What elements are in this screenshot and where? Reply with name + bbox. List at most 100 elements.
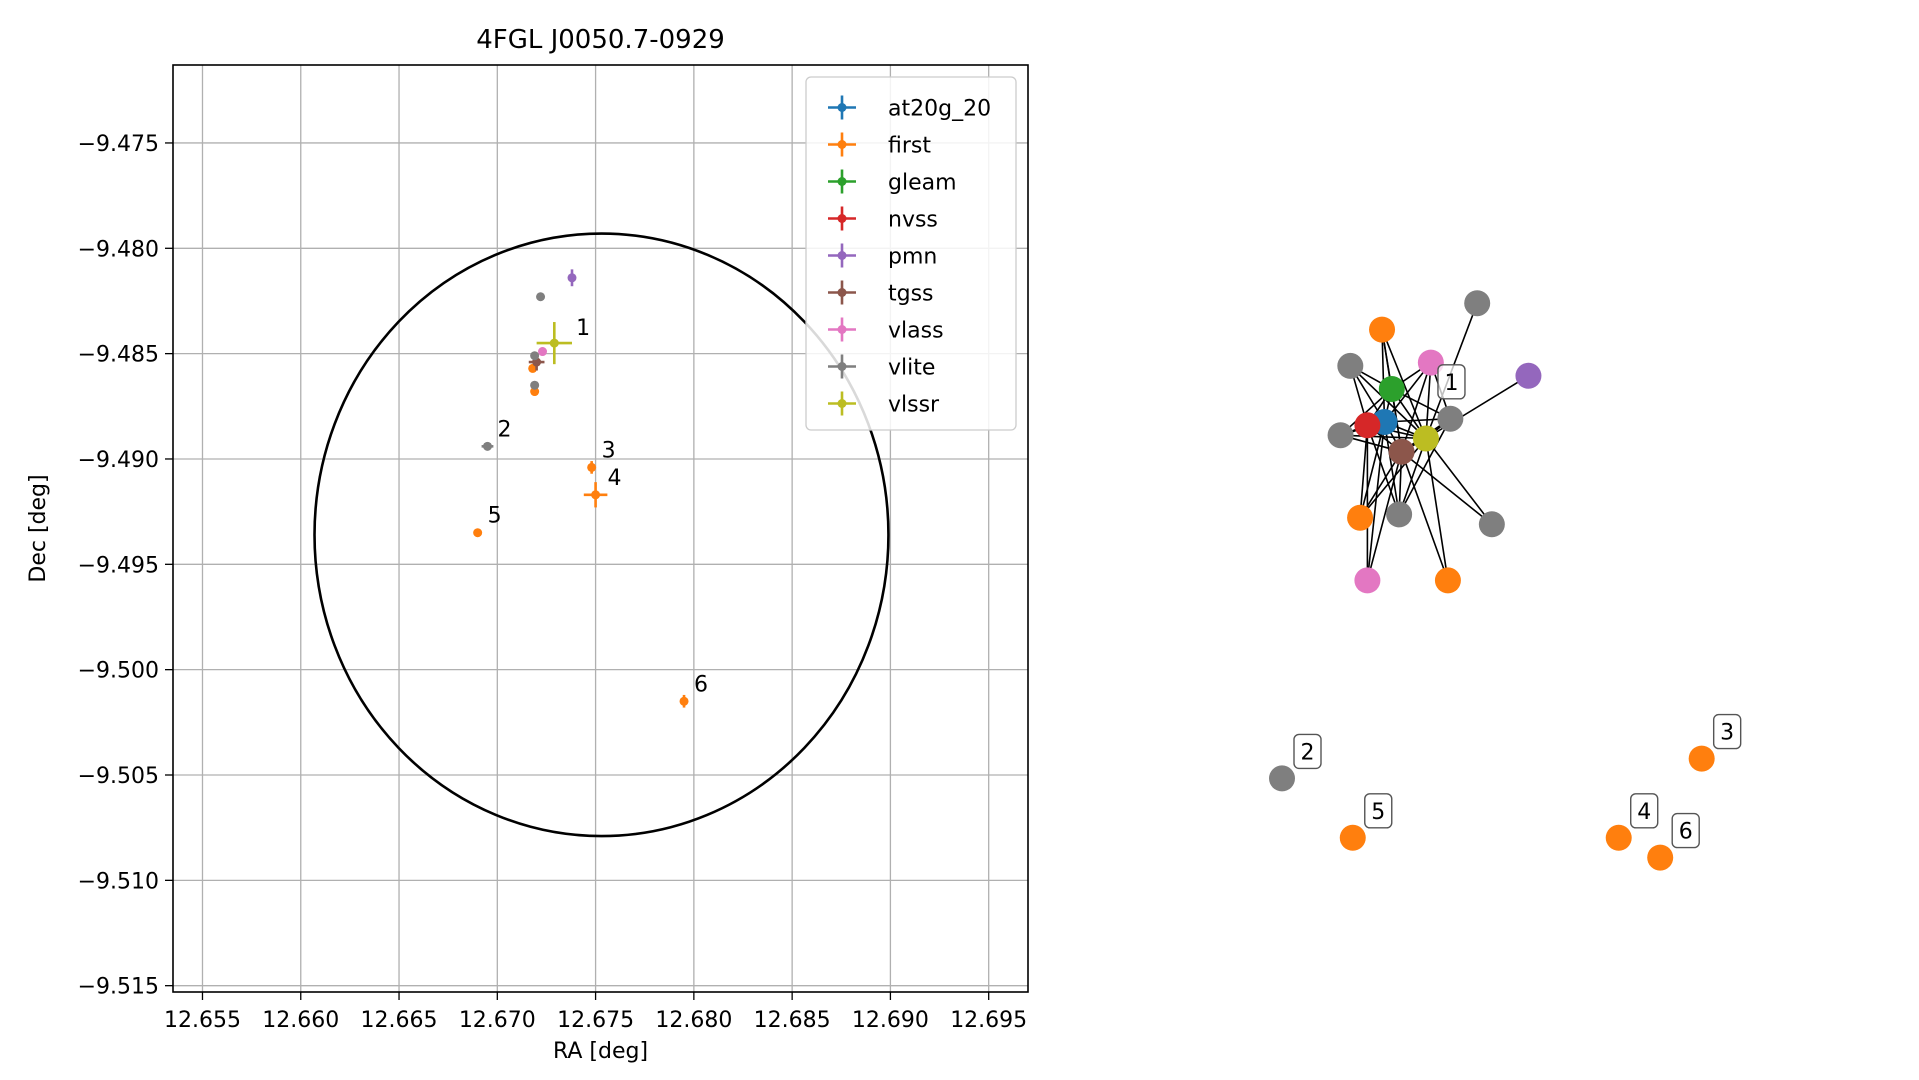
network-node: [1464, 290, 1491, 317]
legend-entry-tgss: tgss: [828, 280, 934, 307]
legend-entry-at20g_20: at20g_20: [828, 95, 991, 122]
network-edge: [1349, 365, 1427, 440]
point-marker: [530, 351, 540, 361]
data-point-vlite: [530, 380, 540, 390]
point-marker: [679, 696, 689, 706]
network-node: [1337, 352, 1364, 379]
legend-label: gleam: [888, 171, 957, 196]
network-edge: [1398, 418, 1452, 515]
legend-entry-vlite: vlite: [828, 354, 935, 381]
point-annotation: 3: [602, 438, 616, 463]
x-tick-label: 12.675: [557, 1008, 634, 1033]
data-point-first: [587, 461, 597, 474]
legend-entry-nvss: nvss: [828, 206, 938, 233]
error-ellipse: [313, 232, 890, 838]
network-edge: [1366, 425, 1400, 515]
data-point-vlite: [481, 441, 494, 451]
network-node: [1434, 567, 1461, 594]
label-text: 6: [1679, 820, 1693, 845]
legend-label: pmn: [888, 245, 937, 270]
x-tick-label: 12.680: [655, 1008, 732, 1033]
label-text: 2: [1301, 740, 1315, 765]
label-box: [1437, 364, 1466, 400]
network-edge: [1425, 438, 1493, 525]
network-node: [1378, 376, 1405, 402]
axes-frame: [172, 64, 1029, 993]
network-node: [1515, 362, 1542, 389]
data-point-first: [583, 482, 608, 508]
label-text: 5: [1371, 800, 1385, 825]
data-point-vlass: [538, 347, 548, 357]
network-node: [1354, 567, 1381, 594]
x-tick-label: 12.695: [950, 1008, 1027, 1033]
network-edge: [1398, 438, 1427, 515]
data-point-first: [473, 528, 483, 538]
legend-marker-dot: [837, 288, 847, 297]
point-annotation: 1: [576, 316, 590, 341]
point-marker: [530, 380, 540, 390]
network-node: [1605, 824, 1632, 851]
point-marker: [530, 387, 540, 397]
x-axis-label: RA [deg]: [553, 1039, 648, 1064]
scatter-points: [473, 269, 689, 708]
network-nodes: [1269, 290, 1715, 871]
network-edge: [1359, 437, 1427, 519]
network-node: [1269, 765, 1295, 792]
y-tick-label: −9.495: [78, 553, 159, 578]
legend-marker-dot: [837, 103, 847, 112]
network-edge: [1400, 451, 1449, 581]
network-node: [1327, 422, 1354, 449]
annotations: 1 2 3 4 5 6: [488, 316, 708, 697]
y-tick-label: −9.500: [78, 659, 159, 684]
legend-marker-dot: [837, 399, 847, 408]
network-node: [1388, 438, 1415, 465]
legend-label: vlssr: [888, 393, 940, 418]
network-edge: [1425, 438, 1449, 581]
network-edge: [1366, 451, 1403, 581]
label-box: [1671, 812, 1700, 849]
network-node: [1412, 425, 1439, 452]
x-tick-label: 12.660: [262, 1008, 339, 1033]
data-point-vlssr: [536, 322, 572, 365]
legend-label: nvss: [888, 208, 938, 233]
network-label: 1: [1437, 364, 1466, 400]
x-tick-label: 12.665: [361, 1008, 438, 1033]
data-point-vlite: [536, 292, 546, 302]
legend-marker-dot: [837, 362, 847, 371]
y-ticks: −9.475 −9.480 −9.485 −9.490 −9.495 −9.500 −9.5…: [78, 132, 173, 1000]
y-tick-label: −9.480: [78, 237, 159, 262]
point-annotation: 5: [488, 504, 502, 529]
network-edge: [1381, 329, 1427, 439]
point-marker: [591, 490, 601, 500]
legend-entry-gleam: gleam: [828, 169, 957, 196]
legend-entry-pmn: pmn: [828, 243, 937, 270]
network-label: 4: [1630, 793, 1659, 829]
network-label: 3: [1712, 713, 1742, 750]
ellipse-layer: [313, 232, 890, 838]
legend-label: vlite: [888, 356, 935, 381]
network-node: [1688, 745, 1715, 772]
point-annotation: 2: [497, 417, 511, 442]
network-node: [1647, 844, 1674, 871]
y-tick-label: −9.515: [78, 975, 159, 1000]
point-marker: [549, 338, 559, 348]
y-tick-label: −9.485: [78, 343, 159, 368]
network-labels: 1 2 3 4 5 6: [1293, 364, 1742, 849]
network-graph: 1 2 3 4 5 6: [1269, 290, 1742, 871]
network-edge: [1366, 421, 1386, 581]
legend-entry-first: first: [828, 132, 931, 159]
y-tick-label: −9.510: [78, 869, 159, 894]
x-tick-label: 12.655: [164, 1008, 241, 1033]
network-edge: [1400, 362, 1432, 452]
legend-marker-dot: [837, 251, 847, 260]
data-point-vlite: [530, 351, 540, 361]
label-box: [1712, 713, 1742, 750]
x-tick-label: 12.685: [754, 1008, 831, 1033]
network-node: [1478, 511, 1505, 538]
network-node: [1386, 501, 1413, 528]
legend-marker-dot: [837, 177, 847, 186]
data-point-pmn: [567, 269, 577, 287]
legend-box: [805, 76, 1017, 431]
legend-marker-dot: [837, 325, 847, 334]
